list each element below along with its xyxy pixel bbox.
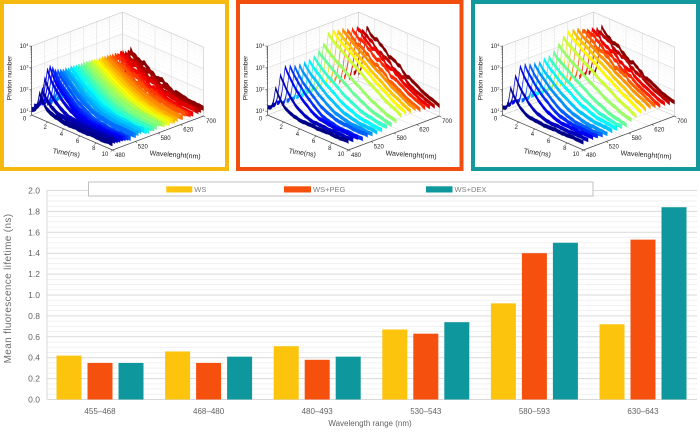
svg-text:4: 4 (531, 132, 535, 138)
svg-text:4: 4 (60, 132, 64, 138)
svg-text:530–543: 530–543 (410, 407, 442, 416)
svg-text:101: 101 (256, 107, 266, 115)
svg-text:WS+PEG: WS+PEG (313, 185, 345, 194)
svg-text:0.8: 0.8 (28, 311, 40, 321)
svg-text:480: 480 (586, 153, 597, 159)
svg-text:6: 6 (312, 139, 316, 145)
svg-text:101: 101 (20, 107, 30, 115)
svg-text:Wavelength range (nm): Wavelength range (nm) (328, 419, 412, 428)
svg-text:620: 620 (183, 127, 194, 133)
svg-text:101: 101 (491, 107, 501, 115)
svg-text:580: 580 (632, 136, 643, 142)
svg-text:1.6: 1.6 (28, 227, 40, 237)
svg-text:Wavelenght(nm): Wavelenght(nm) (385, 150, 436, 161)
svg-text:620: 620 (419, 127, 430, 133)
svg-text:102: 102 (20, 85, 30, 93)
svg-text:8: 8 (92, 146, 96, 152)
svg-text:Time(ns): Time(ns) (523, 148, 551, 159)
svg-text:104: 104 (491, 42, 501, 50)
svg-text:10: 10 (338, 152, 345, 158)
svg-text:480: 480 (115, 153, 126, 159)
svg-text:580: 580 (161, 136, 172, 142)
svg-text:0.0: 0.0 (28, 395, 40, 405)
svg-text:700: 700 (677, 119, 688, 125)
svg-text:580–593: 580–593 (519, 407, 551, 416)
svg-text:WS+DEX: WS+DEX (455, 185, 487, 194)
svg-text:10: 10 (102, 152, 109, 158)
svg-text:2: 2 (44, 125, 48, 131)
svg-text:1.4: 1.4 (28, 248, 40, 258)
svg-text:520: 520 (374, 144, 385, 150)
svg-text:102: 102 (491, 85, 501, 93)
svg-text:102: 102 (256, 85, 266, 93)
svg-text:Mean fluorescence lifetime (ns: Mean fluorescence lifetime (ns) (3, 214, 14, 364)
svg-text:0.6: 0.6 (28, 332, 40, 342)
svg-text:104: 104 (256, 42, 266, 50)
svg-text:1.8: 1.8 (28, 206, 40, 216)
svg-text:Photon number: Photon number (478, 55, 485, 100)
svg-text:10: 10 (573, 152, 580, 158)
svg-text:580: 580 (397, 136, 408, 142)
svg-text:630–643: 630–643 (627, 407, 659, 416)
svg-text:0: 0 (494, 117, 498, 123)
svg-text:468–480: 468–480 (193, 407, 225, 416)
svg-text:Wavelenght(nm): Wavelenght(nm) (620, 150, 671, 161)
svg-text:Time(ns): Time(ns) (52, 148, 80, 159)
svg-text:0.2: 0.2 (28, 374, 40, 384)
svg-text:480–493: 480–493 (302, 407, 334, 416)
svg-text:700: 700 (442, 119, 453, 125)
svg-text:8: 8 (563, 146, 567, 152)
svg-text:103: 103 (20, 64, 30, 72)
svg-text:0: 0 (259, 117, 263, 123)
svg-text:700: 700 (206, 119, 217, 125)
svg-text:520: 520 (138, 144, 149, 150)
svg-text:6: 6 (76, 139, 80, 145)
svg-text:2: 2 (280, 125, 284, 131)
svg-text:103: 103 (256, 64, 266, 72)
svg-text:455–468: 455–468 (84, 407, 116, 416)
svg-text:0.4: 0.4 (28, 353, 40, 363)
svg-text:Time(ns): Time(ns) (288, 148, 316, 159)
svg-text:104: 104 (20, 42, 30, 50)
svg-text:2: 2 (515, 125, 519, 131)
svg-text:0: 0 (23, 117, 27, 123)
svg-text:620: 620 (654, 127, 665, 133)
svg-text:Photon number: Photon number (243, 55, 250, 100)
svg-text:WS: WS (194, 185, 206, 194)
svg-text:480: 480 (351, 153, 362, 159)
svg-text:520: 520 (609, 144, 620, 150)
svg-text:4: 4 (296, 132, 300, 138)
svg-text:Wavelenght(nm): Wavelenght(nm) (149, 150, 200, 161)
svg-text:1.2: 1.2 (28, 269, 40, 279)
svg-text:2.0: 2.0 (28, 186, 40, 196)
svg-text:8: 8 (328, 146, 332, 152)
svg-text:Photon number: Photon number (7, 55, 14, 100)
svg-text:1.0: 1.0 (28, 290, 40, 300)
svg-text:103: 103 (491, 64, 501, 72)
svg-text:6: 6 (547, 139, 551, 145)
